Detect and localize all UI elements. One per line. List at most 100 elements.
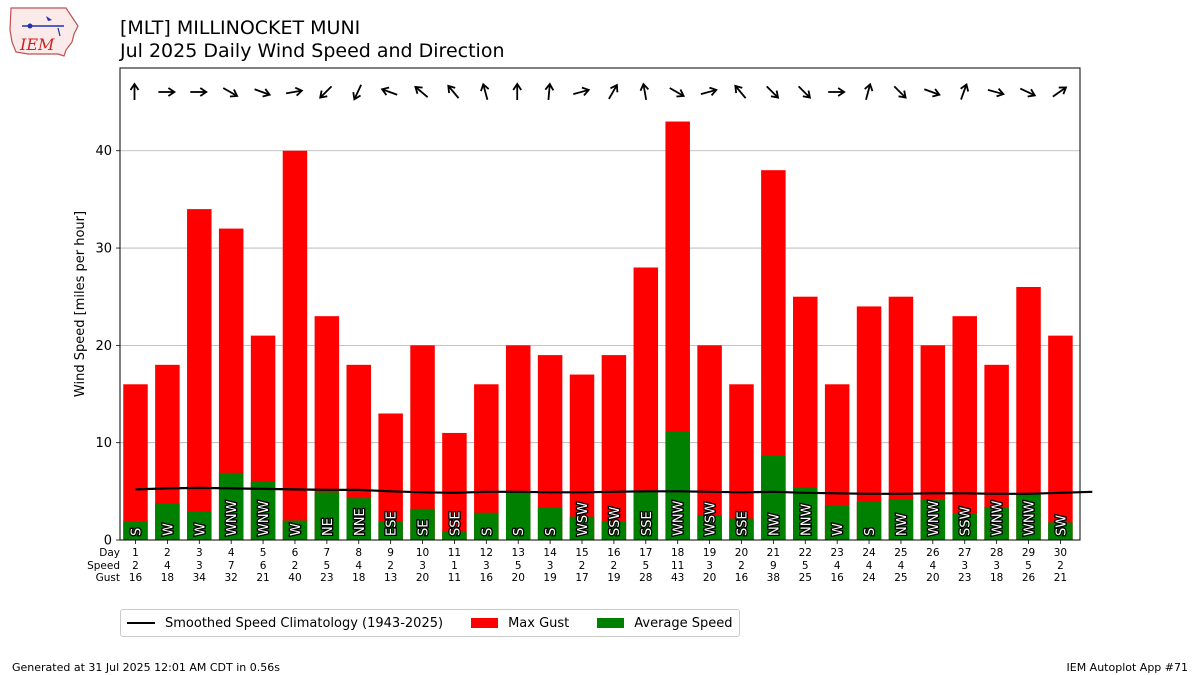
avg-speed-bar bbox=[729, 518, 754, 540]
gust-bar bbox=[378, 413, 403, 540]
direction-arrow bbox=[669, 87, 686, 98]
direction-arrow bbox=[987, 88, 1005, 98]
day-label: 19 bbox=[703, 547, 716, 559]
arrow-shaft bbox=[924, 88, 939, 96]
gust-label: 24 bbox=[862, 572, 876, 584]
direction-label: S bbox=[512, 528, 527, 536]
gust-label: 16 bbox=[129, 572, 143, 584]
avg-speed-bar bbox=[697, 515, 722, 540]
gust-label: 23 bbox=[958, 572, 971, 584]
legend-item-average-speed: Average Speed bbox=[597, 615, 733, 631]
gust-label: 32 bbox=[224, 572, 237, 584]
gust-label: 38 bbox=[767, 572, 780, 584]
direction-arrow bbox=[797, 85, 812, 99]
direction-label: NE bbox=[321, 518, 336, 536]
arrow-head bbox=[129, 82, 140, 91]
legend-label-average-speed: Average Speed bbox=[634, 615, 733, 631]
arrow-head bbox=[1027, 88, 1037, 98]
arrow-head bbox=[199, 87, 208, 97]
gust-label: 18 bbox=[990, 572, 1003, 584]
gust-bar bbox=[410, 345, 435, 540]
direction-arrow bbox=[960, 82, 970, 100]
speed-label: 4 bbox=[355, 560, 362, 572]
row-label: Speed bbox=[87, 560, 120, 572]
gust-bar bbox=[569, 374, 595, 540]
direction-label: WNW bbox=[225, 500, 240, 536]
y-tick-label: 20 bbox=[95, 339, 112, 354]
avg-speed-bar bbox=[601, 521, 627, 540]
day-label: 4 bbox=[228, 547, 235, 559]
avg-speed-bar bbox=[123, 521, 148, 540]
arrow-head bbox=[262, 88, 272, 98]
arrow-head bbox=[229, 89, 239, 98]
direction-arrow bbox=[1052, 86, 1068, 98]
arrow-shaft bbox=[700, 89, 716, 95]
direction-label: NNW bbox=[799, 504, 814, 536]
y-tick-label: 10 bbox=[95, 436, 112, 451]
row-label: Gust bbox=[96, 572, 120, 584]
speed-label: 2 bbox=[1057, 560, 1064, 572]
row-label: Day bbox=[99, 547, 120, 559]
legend-item-climatology: Smoothed Speed Climatology (1943-2025) bbox=[127, 616, 443, 631]
direction-label: ESE bbox=[385, 511, 400, 536]
legend-label-max-gust: Max Gust bbox=[508, 615, 570, 631]
speed-label: 3 bbox=[419, 560, 426, 572]
direction-label: SW bbox=[1054, 515, 1069, 536]
gust-bar bbox=[282, 150, 308, 540]
day-label: 7 bbox=[324, 547, 331, 559]
direction-arrow bbox=[129, 82, 140, 100]
day-label: 23 bbox=[830, 547, 843, 559]
speed-label: 4 bbox=[834, 560, 841, 572]
avg-speed-bar bbox=[888, 499, 914, 540]
direction-label: NNE bbox=[353, 508, 368, 536]
gust-label: 43 bbox=[671, 572, 684, 584]
arrow-shaft bbox=[669, 87, 684, 97]
arrow-head bbox=[676, 89, 686, 98]
direction-arrow bbox=[254, 88, 272, 98]
arrow-shaft bbox=[766, 85, 778, 98]
direction-label: WNW bbox=[1023, 500, 1038, 536]
direction-arrow bbox=[158, 87, 177, 97]
direction-label: SSW bbox=[608, 506, 623, 536]
avg-speed-bar bbox=[442, 531, 467, 540]
gust-bar bbox=[697, 345, 722, 540]
plot-frame bbox=[119, 67, 1081, 541]
gust-label: 20 bbox=[703, 572, 716, 584]
speed-label: 4 bbox=[929, 560, 936, 572]
day-label: 17 bbox=[639, 547, 652, 559]
avg-speed-bar bbox=[633, 491, 659, 540]
arrow-shaft bbox=[382, 88, 398, 96]
gust-label: 20 bbox=[512, 572, 525, 584]
direction-arrow bbox=[480, 82, 490, 100]
speed-label: 5 bbox=[642, 560, 649, 572]
direction-label: WNW bbox=[927, 500, 942, 536]
direction-arrow bbox=[893, 85, 907, 99]
arrow-shaft bbox=[573, 89, 589, 95]
arrow-head bbox=[610, 83, 619, 93]
day-label: 20 bbox=[735, 547, 748, 559]
gust-label: 18 bbox=[161, 572, 174, 584]
legend-swatch-average-speed bbox=[597, 618, 625, 628]
gust-label: 13 bbox=[384, 572, 397, 584]
direction-arrow bbox=[608, 83, 619, 100]
arrow-head bbox=[802, 90, 812, 99]
arrow-shaft bbox=[865, 85, 871, 100]
arrow-head bbox=[480, 82, 490, 92]
legend-item-max-gust: Max Gust bbox=[471, 616, 569, 631]
gust-label: 17 bbox=[575, 572, 588, 584]
speed-label: 3 bbox=[196, 560, 203, 572]
arrow-shaft bbox=[1019, 87, 1035, 96]
arrow-head bbox=[544, 82, 555, 91]
y-tick-label: 0 bbox=[104, 534, 112, 549]
arrow-shaft bbox=[254, 88, 269, 96]
arrow-head bbox=[770, 90, 780, 99]
arrow-shaft bbox=[735, 86, 747, 99]
speed-label: 2 bbox=[579, 560, 586, 572]
gust-label: 21 bbox=[256, 572, 269, 584]
speed-label: 6 bbox=[260, 560, 267, 572]
avg-speed-bar bbox=[378, 521, 403, 540]
direction-label: SSE bbox=[640, 511, 655, 536]
arrow-head bbox=[864, 82, 874, 92]
speed-label: 5 bbox=[324, 560, 331, 572]
arrow-head bbox=[709, 86, 718, 96]
